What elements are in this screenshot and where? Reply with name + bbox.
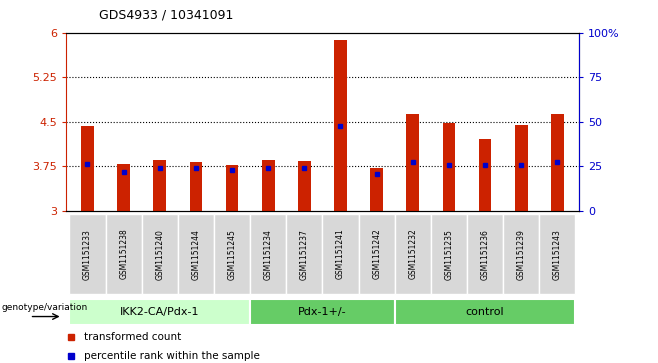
Bar <box>467 214 503 294</box>
Bar <box>190 162 202 211</box>
Text: GSM1151239: GSM1151239 <box>517 229 526 280</box>
Bar <box>69 214 105 294</box>
Text: GSM1151234: GSM1151234 <box>264 229 272 280</box>
Bar <box>262 160 274 211</box>
Bar <box>479 139 492 211</box>
Text: percentile rank within the sample: percentile rank within the sample <box>84 351 260 362</box>
Bar <box>370 168 383 211</box>
Bar <box>81 126 94 211</box>
Text: transformed count: transformed count <box>84 332 181 342</box>
Text: GSM1151241: GSM1151241 <box>336 229 345 280</box>
Text: Pdx-1+/-: Pdx-1+/- <box>298 307 347 317</box>
Text: control: control <box>466 307 505 317</box>
Bar <box>551 114 564 211</box>
Bar <box>178 214 214 294</box>
Bar <box>443 123 455 211</box>
Text: GSM1151244: GSM1151244 <box>191 229 201 280</box>
Bar <box>105 214 141 294</box>
Bar <box>117 164 130 211</box>
Text: GSM1151237: GSM1151237 <box>300 229 309 280</box>
Bar <box>69 299 250 325</box>
Text: GSM1151238: GSM1151238 <box>119 229 128 280</box>
Bar <box>298 161 311 211</box>
Text: GSM1151232: GSM1151232 <box>408 229 417 280</box>
Bar <box>359 214 395 294</box>
Bar <box>153 160 166 211</box>
Bar <box>515 125 528 211</box>
Text: GSM1151240: GSM1151240 <box>155 229 164 280</box>
Bar <box>250 299 395 325</box>
Bar <box>141 214 178 294</box>
Text: GSM1151243: GSM1151243 <box>553 229 562 280</box>
Text: GSM1151242: GSM1151242 <box>372 229 381 280</box>
Bar <box>431 214 467 294</box>
Text: GSM1151235: GSM1151235 <box>444 229 453 280</box>
Text: GSM1151245: GSM1151245 <box>228 229 237 280</box>
Bar <box>407 114 419 211</box>
Bar <box>250 214 286 294</box>
Text: GSM1151233: GSM1151233 <box>83 229 92 280</box>
Text: GSM1151236: GSM1151236 <box>480 229 490 280</box>
Bar <box>226 166 238 211</box>
Bar <box>540 214 576 294</box>
Text: GDS4933 / 10341091: GDS4933 / 10341091 <box>99 9 233 22</box>
Bar <box>395 214 431 294</box>
Bar <box>214 214 250 294</box>
Bar <box>334 40 347 211</box>
Bar <box>395 299 576 325</box>
Text: genotype/variation: genotype/variation <box>1 303 88 312</box>
Bar <box>286 214 322 294</box>
Bar <box>322 214 359 294</box>
Bar <box>503 214 540 294</box>
Text: IKK2-CA/Pdx-1: IKK2-CA/Pdx-1 <box>120 307 199 317</box>
